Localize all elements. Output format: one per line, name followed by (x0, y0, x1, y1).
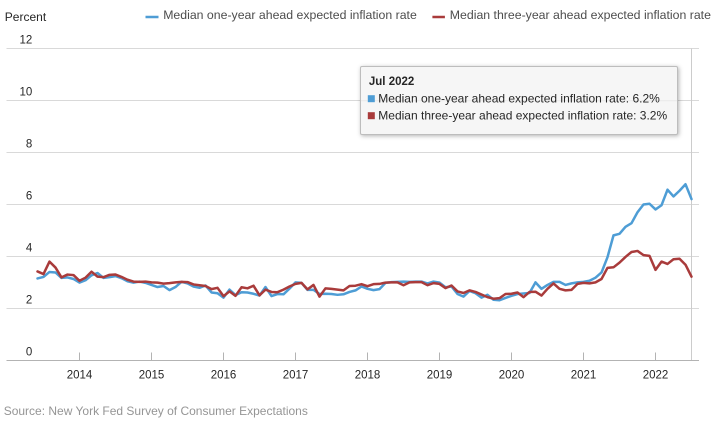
svg-text:6: 6 (26, 191, 32, 203)
svg-text:2019: 2019 (427, 370, 453, 382)
svg-text:2018: 2018 (355, 370, 381, 382)
svg-text:0: 0 (26, 346, 32, 358)
svg-text:Source: New York Fed Survey of: Source: New York Fed Survey of Consumer … (4, 404, 308, 418)
svg-text:2014: 2014 (67, 370, 93, 382)
svg-text:2017: 2017 (283, 370, 309, 382)
svg-text:2015: 2015 (139, 370, 165, 382)
svg-text:8: 8 (26, 139, 32, 151)
svg-text:2: 2 (26, 295, 32, 307)
svg-text:Percent: Percent (5, 10, 47, 24)
svg-text:12: 12 (20, 35, 33, 47)
svg-text:Median three-year ahead expect: Median three-year ahead expected inflati… (450, 8, 711, 22)
svg-text:2021: 2021 (571, 370, 597, 382)
svg-text:2020: 2020 (499, 370, 525, 382)
svg-text:Median one-year ahead expected: Median one-year ahead expected inflation… (163, 8, 417, 22)
svg-text:4: 4 (26, 243, 33, 255)
svg-text:Median three-year ahead expect: Median three-year ahead expected inflati… (378, 108, 667, 122)
svg-text:10: 10 (20, 87, 33, 99)
svg-text:Median one-year ahead expected: Median one-year ahead expected inflation… (378, 91, 660, 105)
svg-text:2022: 2022 (643, 370, 669, 382)
svg-text:2016: 2016 (211, 370, 237, 382)
svg-text:Jul 2022: Jul 2022 (369, 76, 414, 88)
